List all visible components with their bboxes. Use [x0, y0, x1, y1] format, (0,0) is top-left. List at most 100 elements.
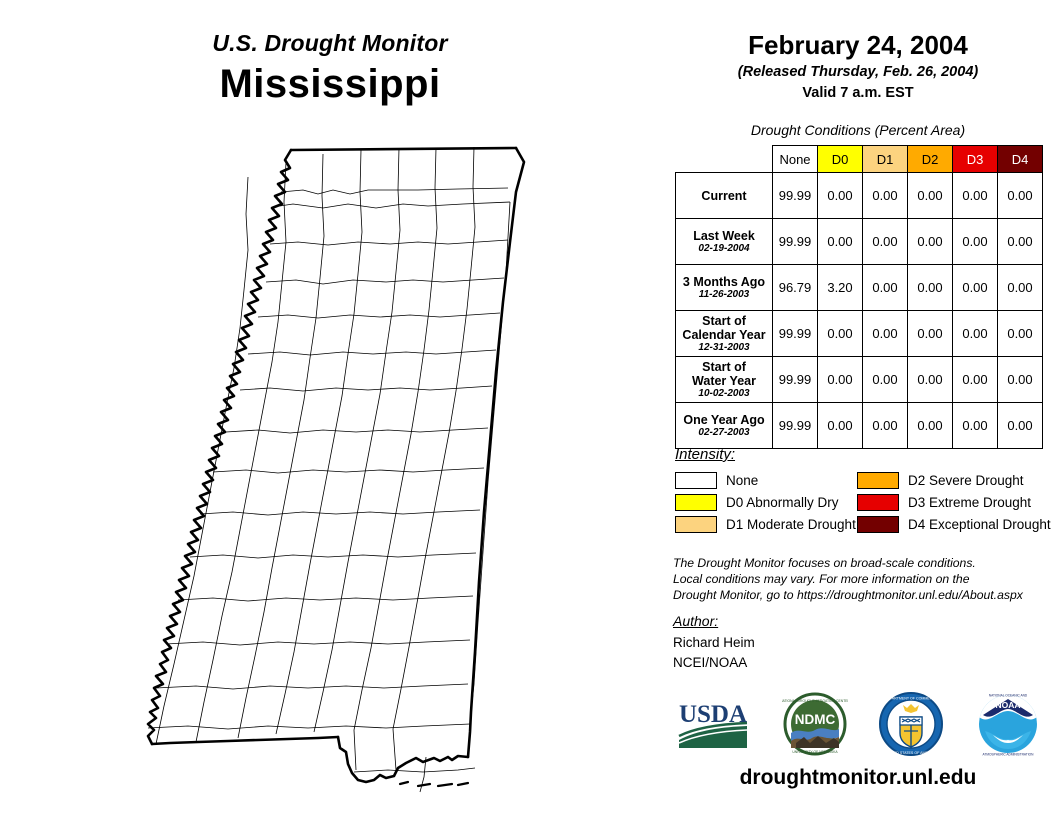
cell-d2: 0.00: [907, 218, 953, 265]
author-name: Richard Heim: [673, 635, 755, 650]
cell-d3: 0.00: [952, 310, 998, 357]
site-url: droughtmonitor.unl.edu: [739, 766, 977, 789]
legend-item-d2: D2 Severe Drought: [857, 469, 1056, 491]
legend-swatch-d2: [857, 471, 899, 489]
legend-swatch-d4: [857, 515, 899, 533]
legend-label-d1: D1 Moderate Drought: [726, 516, 856, 532]
row-label-date: 10-02-2003: [698, 387, 750, 399]
table-row: Start of Water Year 10-02-2003 99.99 0.0…: [675, 356, 1043, 403]
author-heading: Author:: [673, 613, 719, 629]
row-label-line1: One Year Ago: [683, 412, 765, 427]
row-label-line1: 3 Months Ago: [682, 274, 766, 289]
cell-none: 96.79: [772, 264, 818, 311]
svg-text:UNITED STATES OF AMERICA: UNITED STATES OF AMERICA: [886, 751, 938, 755]
legend-item-d1: D1 Moderate Drought: [675, 513, 856, 535]
cell-none: 99.99: [772, 310, 818, 357]
row-label-date: 02-27-2003: [698, 426, 750, 438]
row-label-date: 02-19-2004: [698, 242, 750, 254]
legend-label-none: None: [726, 472, 759, 488]
cell-d2: 0.00: [907, 264, 953, 311]
legend-swatch-d3: [857, 493, 899, 511]
cell-d0: 0.00: [817, 402, 863, 449]
cell-d2: 0.00: [907, 310, 953, 357]
legend-label-d2: D2 Severe Drought: [908, 472, 1024, 488]
svg-text:ATMOSPHERIC ADMINISTRATION: ATMOSPHERIC ADMINISTRATION: [982, 752, 1034, 756]
row-label-line2: Water Year: [692, 373, 756, 388]
table-corner-cell: [676, 146, 773, 173]
author-org: NCEI/NOAA: [673, 655, 748, 670]
table-row: 3 Months Ago 11-26-2003 96.79 3.20 0.00 …: [675, 264, 1043, 311]
legend-swatch-none: [675, 471, 717, 489]
mississippi-drought-map: [118, 132, 558, 804]
legend-swatch-d1: [675, 515, 717, 533]
cell-d2: 0.00: [907, 402, 953, 449]
table-row: Last Week 02-19-2004 99.99 0.00 0.00 0.0…: [675, 218, 1043, 265]
svg-text:NOAA: NOAA: [995, 700, 1020, 710]
note-line-3: Drought Monitor, go to https://droughtmo…: [673, 588, 1023, 602]
legend-label-d3: D3 Extreme Drought: [908, 494, 1032, 510]
svg-text:NATIONAL DROUGHT MITIGATION CE: NATIONAL DROUGHT MITIGATION CENTER: [782, 699, 848, 703]
legend-column-right: D2 Severe Drought D3 Extreme Drought D4 …: [857, 469, 1056, 535]
col-header-d4: D4: [997, 145, 1043, 173]
col-header-none: None: [772, 145, 818, 173]
svg-text:NDMC: NDMC: [795, 712, 836, 727]
legend-label-d0: D0 Abnormally Dry: [726, 494, 839, 510]
table-row: Current 99.99 0.00 0.00 0.00 0.00 0.00: [675, 172, 1043, 219]
county-boundaries: [147, 146, 511, 793]
cell-d1: 0.00: [862, 402, 908, 449]
legend-swatch-d0: [675, 493, 717, 511]
table-header-row: None D0 D1 D2 D3 D4: [676, 145, 1043, 173]
cell-d0: 0.00: [817, 356, 863, 403]
state-title: Mississippi: [219, 62, 441, 106]
row-label-line1: Current: [701, 188, 747, 203]
row-label-one-year-ago: One Year Ago 02-27-2003: [675, 402, 773, 449]
logo-row: USDA NDMC NATIONAL DROUGHT MITIGATION CE…: [660, 690, 1056, 762]
disclaimer-note: The Drought Monitor focuses on broad-sca…: [673, 555, 1053, 603]
row-label-start-calendar-year: Start of Calendar Year 12-31-2003: [675, 310, 773, 357]
report-date: February 24, 2004: [748, 30, 968, 60]
col-header-d2: D2: [907, 145, 953, 173]
cell-d0: 0.00: [817, 172, 863, 219]
row-label-line1: Start of: [702, 313, 746, 328]
cell-d0: 3.20: [817, 264, 863, 311]
cell-d0: 0.00: [817, 218, 863, 265]
cell-d4: 0.00: [997, 172, 1043, 219]
cell-d1: 0.00: [862, 172, 908, 219]
row-label-date: 11-26-2003: [698, 288, 750, 300]
legend-column-left: None D0 Abnormally Dry D1 Moderate Droug…: [675, 469, 856, 535]
svg-text:UNIVERSITY OF NEBRASKA: UNIVERSITY OF NEBRASKA: [792, 750, 838, 754]
col-header-d0: D0: [817, 145, 863, 173]
cell-d3: 0.00: [952, 218, 998, 265]
col-header-d3: D3: [952, 145, 998, 173]
cell-d4: 0.00: [997, 356, 1043, 403]
cell-d4: 0.00: [997, 264, 1043, 311]
row-label-last-week: Last Week 02-19-2004: [675, 218, 773, 265]
col-header-d1: D1: [862, 145, 908, 173]
row-label-start-water-year: Start of Water Year 10-02-2003: [675, 356, 773, 403]
ndmc-logo: NDMC NATIONAL DROUGHT MITIGATION CENTER …: [780, 691, 850, 762]
release-date: (Released Thursday, Feb. 26, 2004): [737, 64, 979, 80]
cell-d4: 0.00: [997, 310, 1043, 357]
cell-d0: 0.00: [817, 310, 863, 357]
cell-d2: 0.00: [907, 356, 953, 403]
legend-item-d3: D3 Extreme Drought: [857, 491, 1056, 513]
cell-none: 99.99: [772, 218, 818, 265]
row-label-line1: Last Week: [693, 228, 755, 243]
table-row: Start of Calendar Year 12-31-2003 99.99 …: [675, 310, 1043, 357]
row-label-date: 12-31-2003: [698, 341, 750, 353]
state-outline: [146, 146, 526, 788]
cell-none: 99.99: [772, 402, 818, 449]
cell-d1: 0.00: [862, 218, 908, 265]
row-label-current: Current: [675, 172, 773, 219]
cell-d4: 0.00: [997, 402, 1043, 449]
svg-text:DEPARTMENT OF COMMERCE: DEPARTMENT OF COMMERCE: [885, 696, 938, 700]
row-label-3-months-ago: 3 Months Ago 11-26-2003: [675, 264, 773, 311]
legend-item-d0: D0 Abnormally Dry: [675, 491, 855, 513]
usda-logo: USDA: [675, 696, 751, 757]
cell-d3: 0.00: [952, 264, 998, 311]
note-line-1: The Drought Monitor focuses on broad-sca…: [673, 556, 976, 570]
commerce-seal-logo: DEPARTMENT OF COMMERCE UNITED STATES OF …: [878, 691, 944, 762]
legend-item-none: None: [675, 469, 855, 491]
cell-d3: 0.00: [952, 402, 998, 449]
table-row: One Year Ago 02-27-2003 99.99 0.00 0.00 …: [675, 402, 1043, 449]
